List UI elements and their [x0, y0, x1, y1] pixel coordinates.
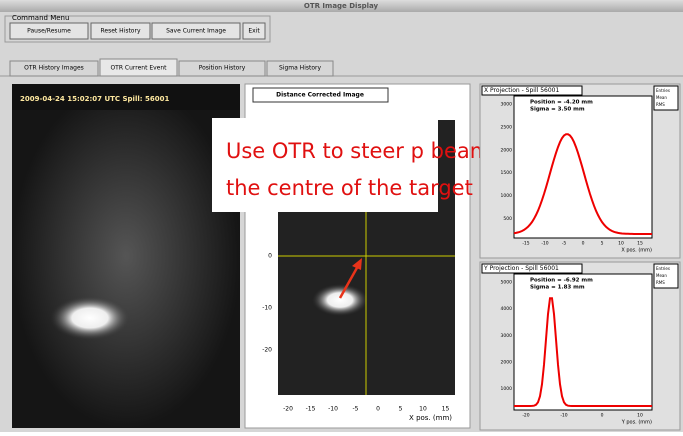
y-tick-label: -10 [262, 305, 272, 312]
stats-label: Mean [656, 95, 667, 100]
fit-sigma: Sigma = 1.83 mm [530, 285, 585, 291]
y-tick-label: 1000 [501, 193, 513, 199]
y-tick-label: 3000 [501, 102, 513, 108]
fit-sigma: Sigma = 3.50 mm [530, 107, 585, 113]
y-tick-label: 2000 [501, 147, 513, 153]
x-axis-label: Y pos. (mm) [621, 420, 652, 426]
y-tick-label: 2500 [501, 124, 513, 130]
button-label[interactable]: Exit [248, 28, 260, 35]
stats-label: Mean [656, 273, 667, 278]
x-tick-label: -20 [283, 406, 293, 413]
y-tick-label: 4000 [501, 306, 513, 312]
y-tick-label: 1000 [501, 386, 513, 392]
x-tick-label: 5 [399, 406, 403, 413]
x-axis-label: X pos. (mm) [621, 248, 652, 254]
plot-title: X Projection - Spill 56001 [484, 87, 559, 94]
x-tick-label: 0 [582, 241, 585, 247]
page: OTR Image Display Command Menu Pause/Res… [0, 0, 683, 432]
raw-caption: 2009-04-24 15:02:07 UTC Spill: 56001 [20, 95, 169, 103]
tab-label[interactable]: Sigma History [279, 65, 322, 72]
x-tick-label: -20 [522, 413, 529, 419]
x-tick-label: 15 [637, 241, 643, 247]
tab-label[interactable]: OTR History Images [24, 65, 84, 72]
x-tick-label: -5 [562, 241, 567, 247]
raw-image [12, 84, 240, 428]
x-tick-label: -10 [328, 406, 338, 413]
x-tick-label: -10 [560, 413, 567, 419]
beam-spot [312, 284, 368, 316]
y-tick-label: -20 [262, 347, 272, 354]
x-tick-label: -15 [522, 241, 529, 247]
stats-label: RMS [656, 280, 665, 285]
x-tick-label: 10 [637, 413, 643, 419]
button-label[interactable]: Pause/Resume [27, 28, 71, 35]
y-tick-label: 3000 [501, 333, 513, 339]
tab-label[interactable]: OTR Current Event [110, 65, 167, 72]
fit-position: Position = -4.20 mm [530, 100, 593, 106]
stats-label: RMS [656, 102, 665, 107]
y-tick-label: 0 [268, 253, 272, 260]
button-label[interactable]: Reset History [100, 28, 140, 35]
stats-label: Entries [656, 88, 670, 93]
y-tick-label: 2000 [501, 360, 513, 366]
annotation: the centre of the target [226, 176, 473, 200]
x-tick-label: 10 [419, 406, 427, 413]
button-label[interactable]: Save Current Image [166, 28, 226, 35]
x-tick-label: -15 [306, 406, 316, 413]
window: OTR Image Display Command Menu Pause/Res… [0, 0, 683, 432]
x-tick-label: -5 [353, 406, 359, 413]
fit-position: Position = -6.92 mm [530, 278, 593, 284]
stats-label: Entries [656, 266, 670, 271]
beam-spot [50, 296, 130, 340]
y-tick-label: 5000 [501, 280, 513, 286]
plot-area [514, 274, 652, 410]
x-axis-label: X pos. (mm) [409, 414, 452, 422]
x-tick-label: -10 [541, 241, 548, 247]
annotation: Use OTR to steer p beam to [226, 139, 518, 163]
tab-label[interactable]: Position History [199, 65, 246, 72]
x-tick-label: 0 [376, 406, 380, 413]
y-tick-label: 1500 [501, 170, 513, 176]
y-tick-label: 500 [503, 216, 512, 222]
x-tick-label: 0 [601, 413, 604, 419]
x-tick-label: 10 [618, 241, 624, 247]
x-tick-label: 15 [442, 406, 450, 413]
window-title: OTR Image Display [304, 2, 379, 10]
x-tick-label: 5 [601, 241, 604, 247]
plot-title: Distance Corrected Image [276, 92, 364, 99]
menu-label: Command Menu [12, 14, 69, 22]
plot-title: Y Projection - Spill 56001 [483, 265, 559, 272]
